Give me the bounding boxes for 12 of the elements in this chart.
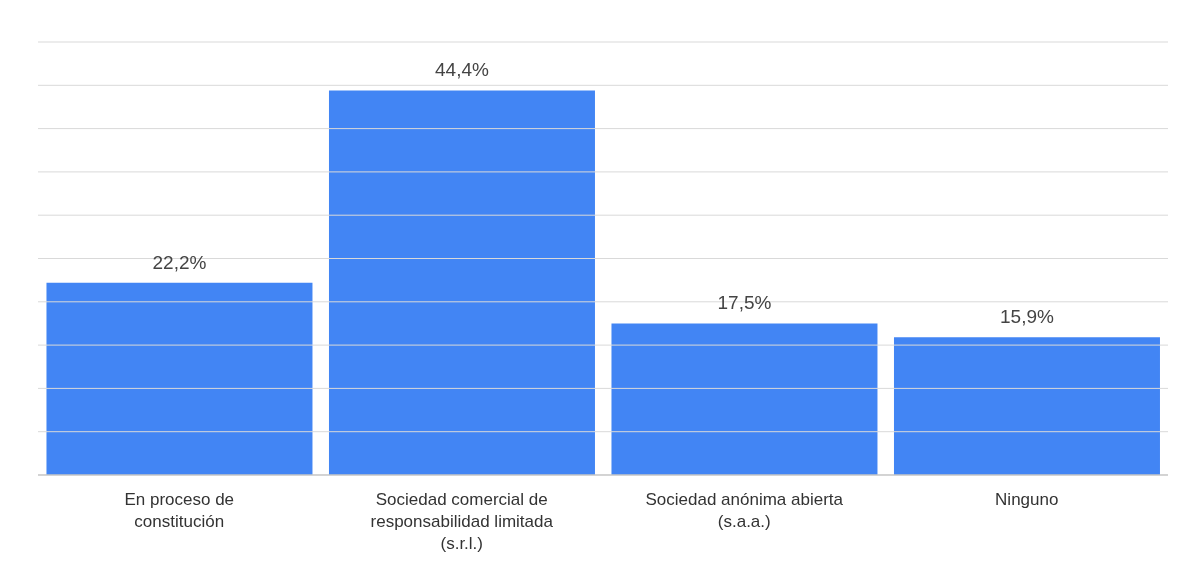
- x-tick-label: En proceso de constitución: [124, 490, 235, 531]
- bar: [893, 337, 1160, 475]
- data-label: 15,9%: [1000, 306, 1055, 328]
- x-tick-label: Ninguno: [995, 490, 1059, 509]
- bar: [328, 90, 595, 475]
- bar: [46, 282, 313, 475]
- x-tick-label: Sociedad comercial de responsabilidad limitada (s.r.l.): [370, 490, 554, 553]
- bar: [611, 323, 878, 475]
- data-label: 44,4%: [435, 59, 490, 81]
- data-label: 17,5%: [717, 292, 772, 314]
- data-label: 22,2%: [152, 251, 207, 273]
- x-tick-label: Sociedad anónima abierta (s.a.a.): [645, 490, 844, 531]
